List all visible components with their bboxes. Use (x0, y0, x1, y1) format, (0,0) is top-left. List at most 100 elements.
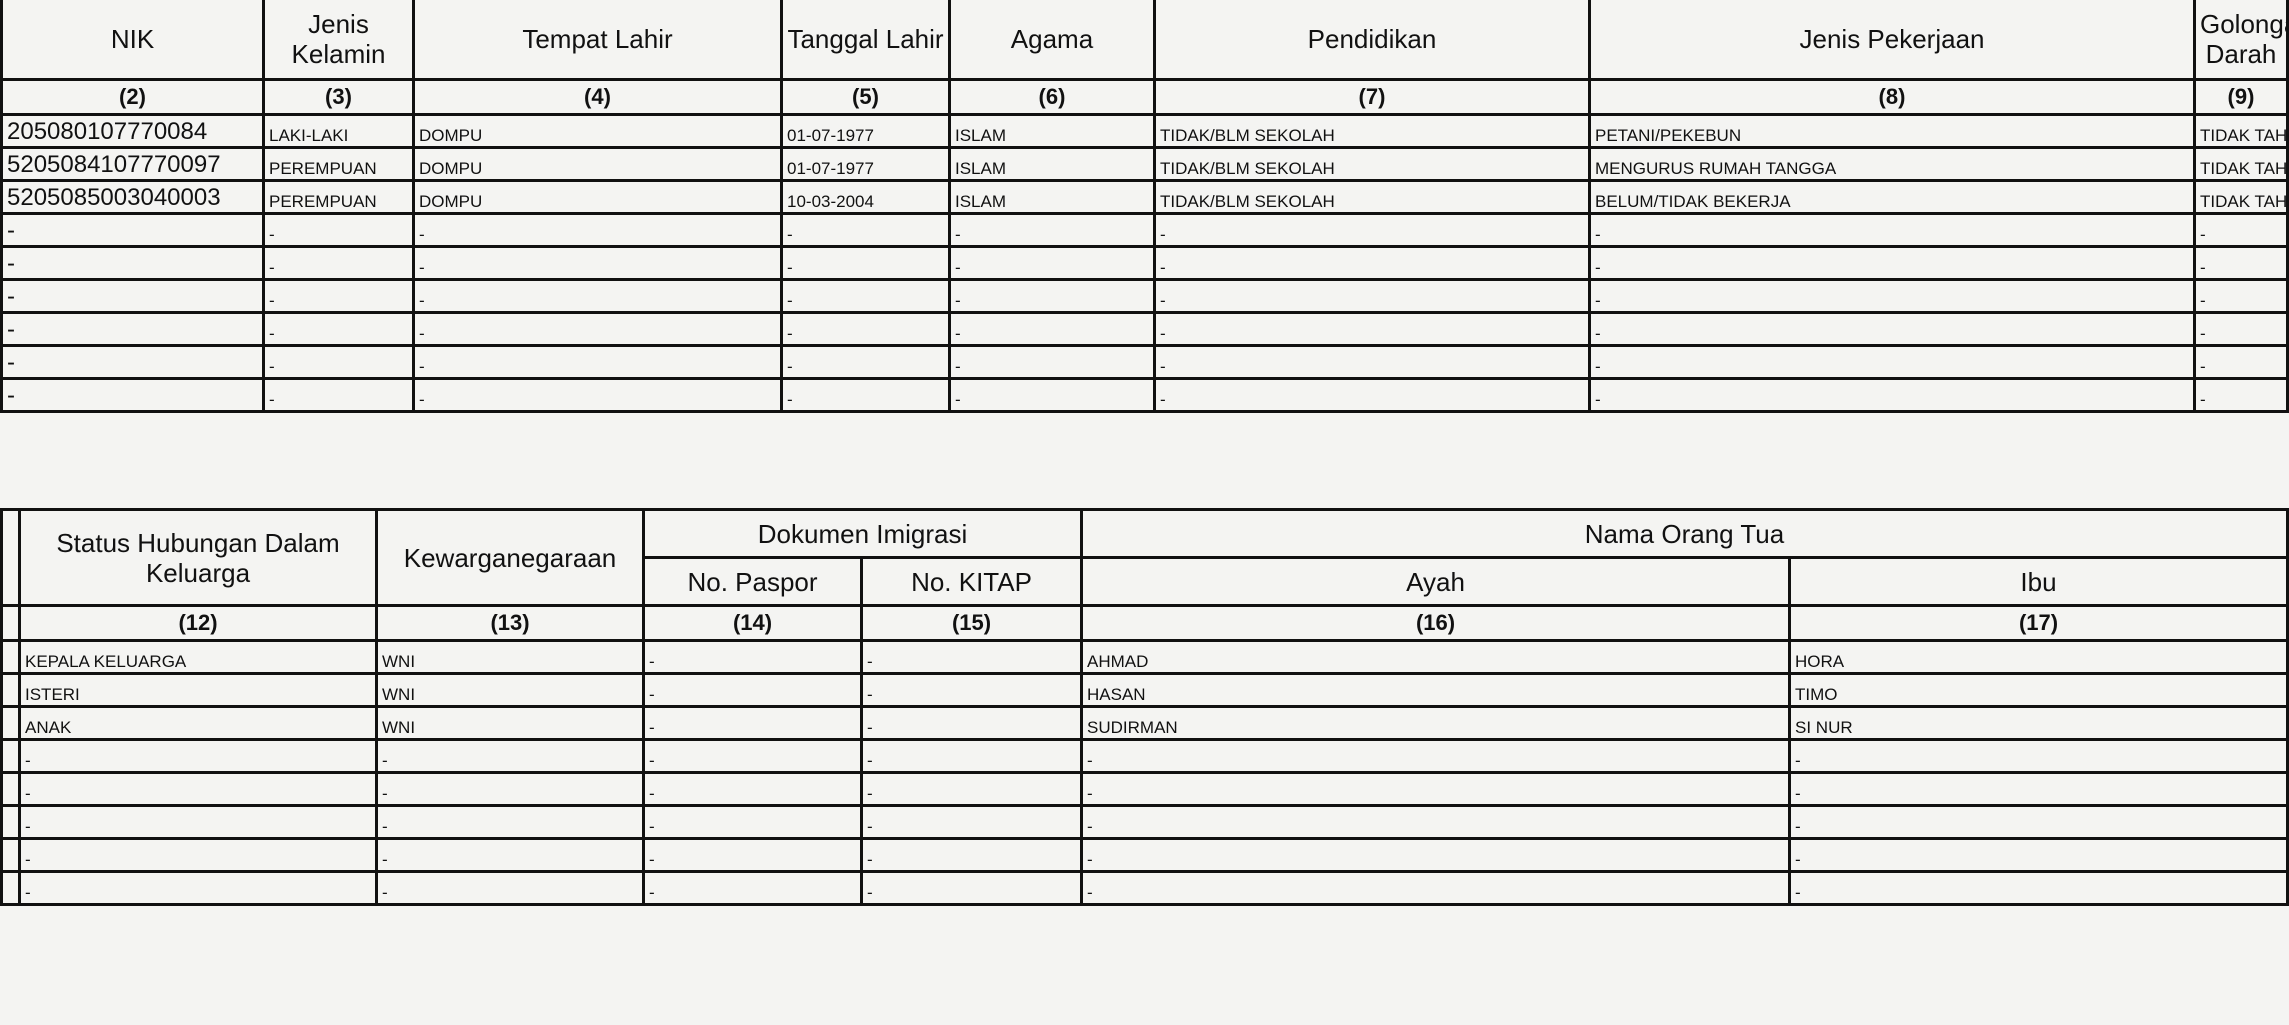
header-status-hubungan: Status Hubungan Dalam Keluarga (18, 508, 378, 607)
cut-off-cell (0, 738, 21, 774)
table-cell: ISLAM (948, 179, 1156, 215)
column-header: Jenis Pekerjaan (1588, 0, 2196, 81)
table-cell: BELUM/TIDAK BEKERJA (1588, 179, 2196, 215)
table-cell: TIDAK TAHU (2193, 113, 2289, 149)
table-cell: - (2193, 245, 2289, 281)
table-cell: - (642, 738, 863, 774)
table-cell: - (1588, 377, 2196, 413)
table-cell: - (948, 311, 1156, 347)
table-cell: TIDAK/BLM SEKOLAH (1153, 146, 1591, 182)
table-cell: - (859, 738, 1084, 774)
table-cell: - (1788, 870, 2289, 906)
cut-off-cell (0, 870, 21, 906)
table-cell: - (642, 837, 863, 873)
table-cell: SI NUR (1788, 705, 2289, 741)
cut-off-cell (0, 771, 21, 807)
table-cell: 01-07-1977 (780, 146, 951, 182)
header-ayah: Ayah (1080, 556, 1792, 607)
table-cell: SUDIRMAN (1080, 705, 1792, 741)
table-cell: - (1080, 738, 1792, 774)
table-cell: - (780, 278, 951, 314)
table-cell: - (0, 212, 265, 248)
table-cell: - (1588, 245, 2196, 281)
cut-off-number (0, 604, 21, 642)
table-cell: - (0, 344, 265, 380)
table-cell: ISTERI (18, 672, 378, 708)
table-cell: - (859, 705, 1084, 741)
table-row: ------ (0, 738, 2289, 774)
column-number: (7) (1153, 78, 1591, 116)
cut-off-column-header (0, 508, 21, 607)
table-row: -------- (0, 212, 2289, 248)
table-cell: - (262, 344, 415, 380)
table-cell: TIDAK/BLM SEKOLAH (1153, 179, 1591, 215)
table-cell: - (1153, 245, 1591, 281)
table-cell: HORA (1788, 639, 2289, 675)
table-cell: - (1153, 278, 1591, 314)
table-cell: - (1153, 377, 1591, 413)
column-number: (12) (18, 604, 378, 642)
table-cell: - (642, 639, 863, 675)
column-header: Jenis Kelamin (262, 0, 415, 81)
table-cell: - (262, 245, 415, 281)
table-cell: - (18, 870, 378, 906)
column-number: (13) (375, 604, 645, 642)
table-cell: 205080107770084 (0, 113, 265, 149)
table-cell: PEREMPUAN (262, 179, 415, 215)
table-cell: MENGURUS RUMAH TANGGA (1588, 146, 2196, 182)
table-row: ------ (0, 870, 2289, 906)
table-row: KEPALA KELUARGA WNI - - AHMAD HORA (0, 639, 2289, 675)
table-cell: - (1788, 771, 2289, 807)
table-cell: - (375, 837, 645, 873)
table-cell: KEPALA KELUARGA (18, 639, 378, 675)
table-cell: - (0, 377, 265, 413)
table-cell: - (1588, 311, 2196, 347)
column-header: Golongan Darah (2193, 0, 2289, 81)
table-cell: - (642, 672, 863, 708)
table-row: 5205084107770097 PEREMPUAN DOMPU 01-07-1977… (0, 146, 2289, 182)
column-number: (5) (780, 78, 951, 116)
table-cell: - (18, 837, 378, 873)
cut-off-cell (0, 672, 21, 708)
table-cell: - (1153, 212, 1591, 248)
table-cell: - (1153, 344, 1591, 380)
table-cell: - (412, 344, 783, 380)
table-cell: ISLAM (948, 146, 1156, 182)
column-number: (14) (642, 604, 863, 642)
table-cell: - (780, 344, 951, 380)
table-cell: - (412, 245, 783, 281)
table-cell: ANAK (18, 705, 378, 741)
cut-off-cell (0, 804, 21, 840)
table-cell: DOMPU (412, 113, 783, 149)
header-no-paspor: No. Paspor (642, 556, 863, 607)
table-cell: - (18, 738, 378, 774)
column-number: (3) (262, 78, 415, 116)
table-cell: - (859, 639, 1084, 675)
table-cell: - (948, 212, 1156, 248)
column-number: (15) (859, 604, 1084, 642)
table-cell: PEREMPUAN (262, 146, 415, 182)
table-cell: - (375, 870, 645, 906)
table-cell: - (2193, 377, 2289, 413)
table-cell: - (1588, 344, 2196, 380)
table-cell: TIDAK TAHU (2193, 146, 2289, 182)
table-row: ------ (0, 804, 2289, 840)
table-cell: - (262, 377, 415, 413)
table-cell: - (412, 311, 783, 347)
table-cell: - (1788, 804, 2289, 840)
table-cell: - (18, 804, 378, 840)
table-cell: - (948, 278, 1156, 314)
table-cell: - (262, 278, 415, 314)
table-row: ISTERI WNI - - HASAN TIMO (0, 672, 2289, 708)
table-cell: - (859, 804, 1084, 840)
table-cell: 5205084107770097 (0, 146, 265, 182)
table-cell: ISLAM (948, 113, 1156, 149)
cut-off-cell (0, 705, 21, 741)
cut-off-cell (0, 837, 21, 873)
table-cell: 01-07-1977 (780, 113, 951, 149)
table-cell: - (642, 705, 863, 741)
header-no-kitap: No. KITAP (859, 556, 1084, 607)
header-nama-orang-tua: Nama Orang Tua (1080, 508, 2289, 559)
table-cell: - (948, 344, 1156, 380)
table-cell: - (1080, 837, 1792, 873)
